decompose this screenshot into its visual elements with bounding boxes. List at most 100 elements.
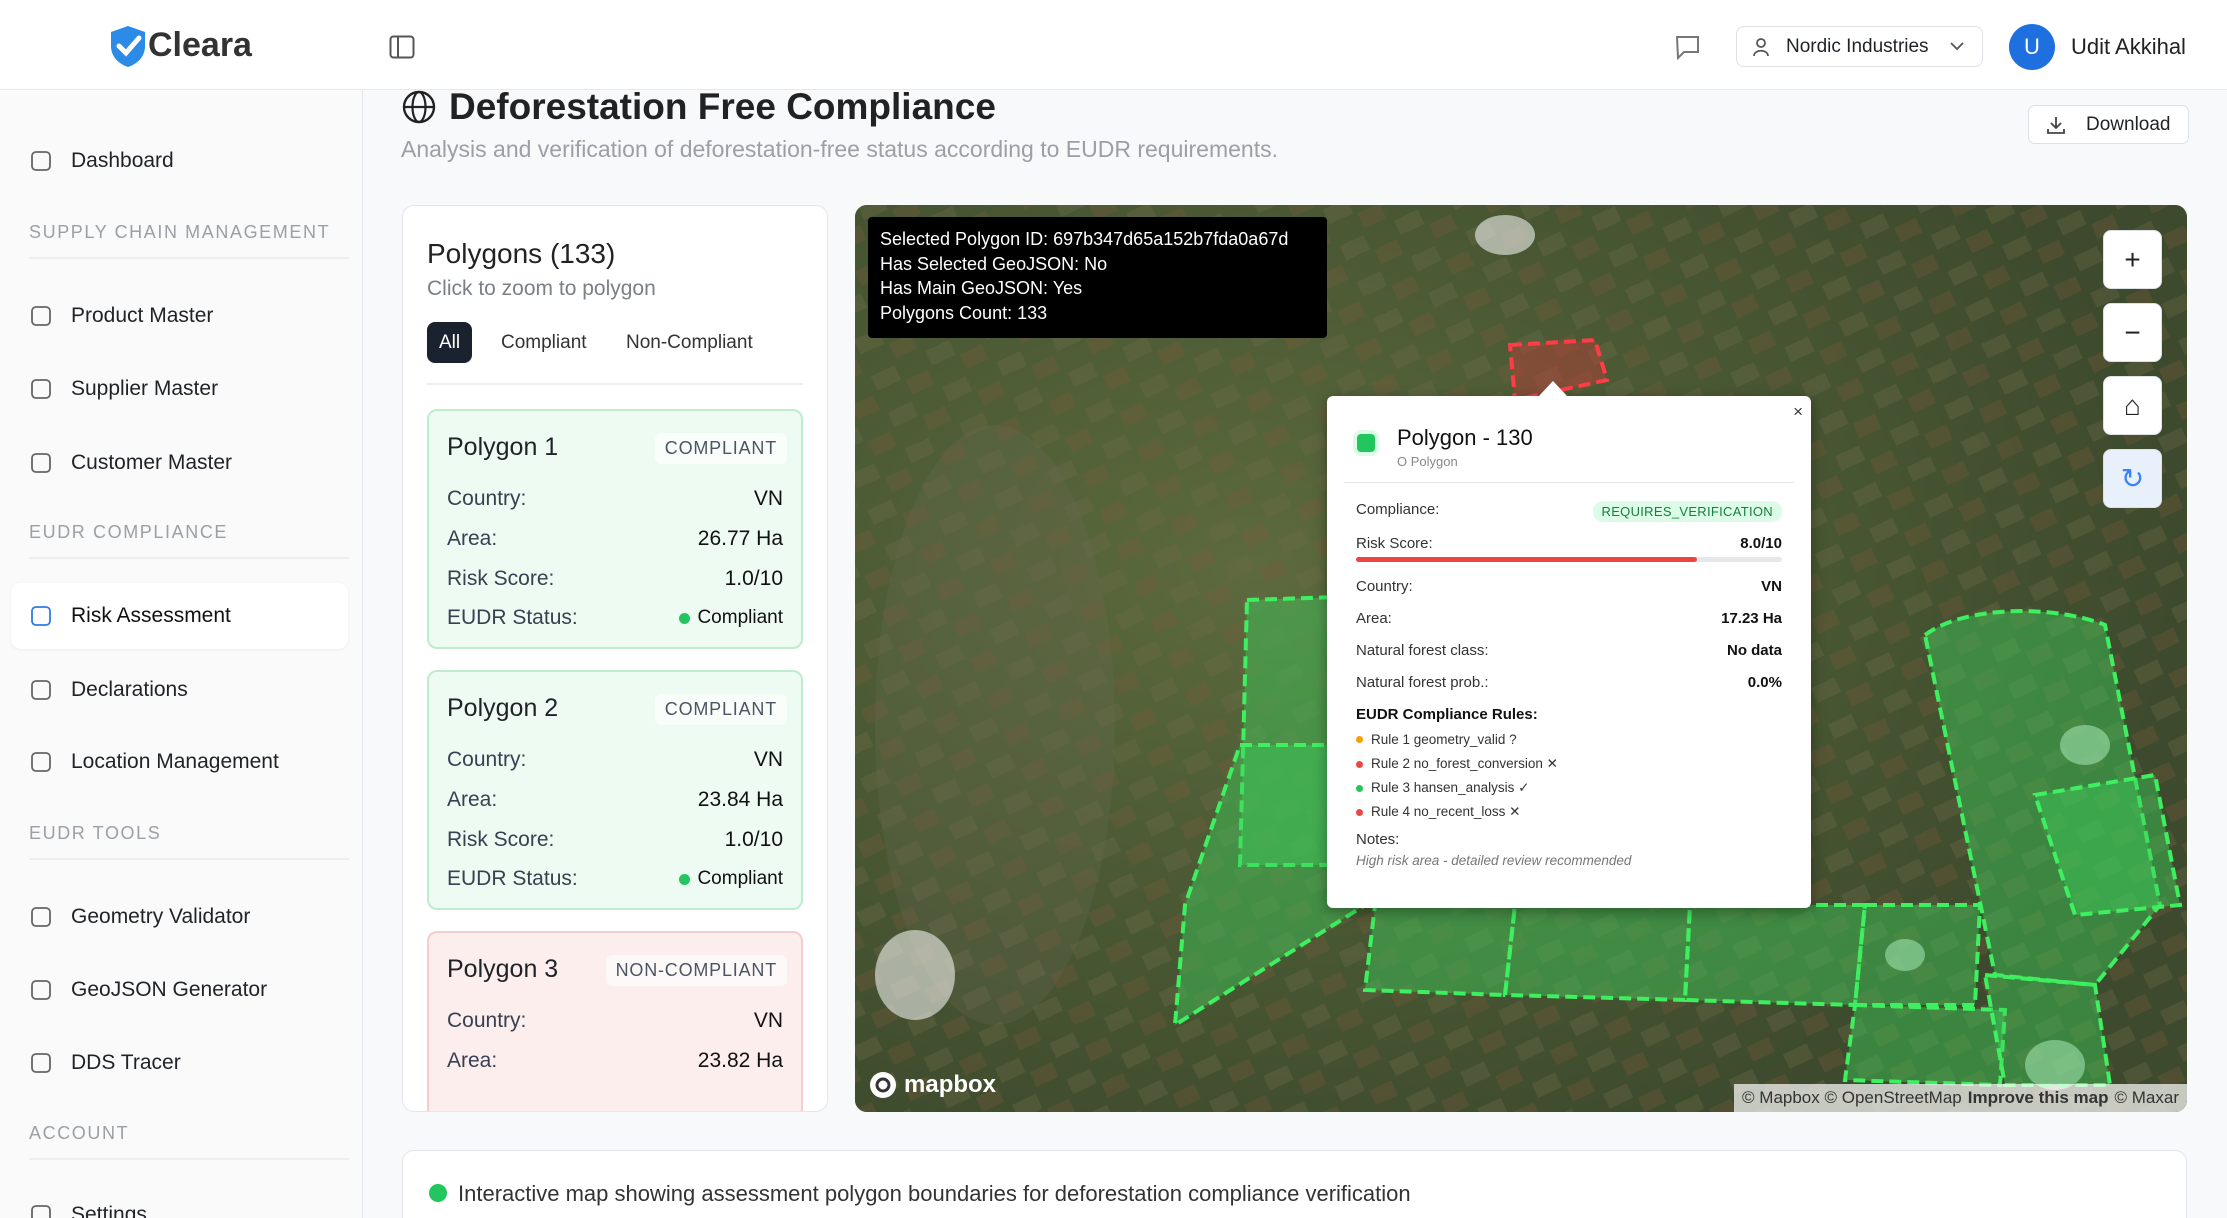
notes-text: High risk area - detailed review recomme…: [1356, 853, 1632, 868]
risk-label: Risk Score:: [1356, 535, 1433, 552]
popup-row-value: 17.23 Ha: [1721, 610, 1782, 627]
card-title: Polygon 3: [447, 955, 559, 983]
rule-dot: [1356, 736, 1363, 743]
rules-title: EUDR Compliance Rules:: [1356, 706, 1538, 723]
card-row: Area: 26.77 Ha: [447, 527, 783, 551]
attribution-part[interactable]: Improve this map: [1967, 1088, 2109, 1107]
row-value: Compliant: [679, 867, 783, 891]
nav-icon: [31, 306, 51, 326]
nav-icon: [31, 907, 51, 927]
rule: Rule 3 hansen_analysis ✓: [1356, 780, 1529, 796]
nav-item[interactable]: DDS Tracer: [11, 1030, 348, 1096]
compliance-row: Compliance: REQUIRES_VERIFICATION: [1356, 501, 1782, 522]
nav-section: SUPPLY CHAIN MANAGEMENT: [29, 222, 349, 259]
debug-box: Selected Polygon ID: 697b347d65a152b7fda…: [868, 217, 1327, 338]
download-button[interactable]: Download: [2028, 105, 2189, 144]
nav-item[interactable]: Dashboard: [11, 128, 348, 194]
compliance-label: Compliance:: [1356, 501, 1440, 518]
row-label: Area:: [447, 527, 498, 550]
nav-icon: [31, 980, 51, 1000]
card-row: Risk Score: 1.0/10: [447, 567, 783, 591]
row-text: VN: [753, 487, 783, 510]
popup-row: Natural forest prob.: 0.0%: [1356, 674, 1782, 691]
top-bar: Cleara Nordic Industries U Udit Akkihal: [0, 0, 2227, 90]
info-dot: [429, 1184, 447, 1202]
nav-item[interactable]: Product Master: [11, 283, 348, 349]
mapbox-logo: mapbox: [868, 1070, 996, 1100]
polygon-card[interactable]: Polygon 1 COMPLIANT Country: VN Area: 26.77 H…: [427, 409, 803, 649]
filter-tab[interactable]: All: [427, 322, 473, 363]
popup-row-label: Country:: [1356, 578, 1413, 595]
row-value: Compliant: [679, 606, 783, 630]
user-name: Udit Akkihal: [2071, 34, 2186, 59]
nav-icon: [31, 752, 51, 772]
card-row: Area: 23.82 Ha: [447, 1049, 783, 1073]
row-text: VN: [753, 1009, 783, 1032]
panel-hint: Click to zoom to polygon: [427, 277, 656, 300]
nav-item[interactable]: Risk Assessment: [11, 583, 348, 649]
nav-section: EUDR TOOLS: [29, 823, 349, 860]
polygon-popup: × Polygon - 130 O Polygon Compliance: RE…: [1327, 381, 1811, 908]
debug-line: Has Main GeoJSON: Yes: [880, 278, 1083, 298]
card-row: EUDR Status: Compliant: [447, 606, 783, 630]
row-value: 1.0/10: [725, 828, 783, 852]
download-label: Download: [2086, 113, 2171, 135]
nav-item[interactable]: Settings: [11, 1182, 348, 1218]
row-label: Risk Score:: [447, 567, 555, 590]
map-control[interactable]: +: [2103, 230, 2162, 289]
nav-label: Declarations: [71, 678, 188, 701]
popup-close[interactable]: ×: [1793, 402, 1803, 421]
row-label: Country:: [447, 487, 527, 510]
polygon-card[interactable]: Polygon 2 COMPLIANT Country: VN Area: 23.84 H…: [427, 670, 803, 910]
notes-title: Notes:: [1356, 831, 1400, 848]
nav-section: EUDR COMPLIANCE: [29, 522, 349, 559]
map-control[interactable]: ⌂: [2103, 376, 2162, 435]
polygons-panel: Polygons (133) Click to zoom to polygon …: [402, 205, 828, 1112]
nav-label: GeoJSON Generator: [71, 978, 268, 1001]
sidebar-toggle[interactable]: [389, 35, 415, 59]
nav-item[interactable]: Geometry Validator: [11, 884, 348, 950]
map-imagery: [855, 205, 2187, 1112]
map-control[interactable]: ↻: [2103, 449, 2162, 508]
nav-icon: [31, 151, 51, 171]
row-text: 1.0/10: [724, 567, 783, 590]
filter-tab[interactable]: Non-Compliant: [626, 331, 753, 353]
nav-item[interactable]: Supplier Master: [11, 356, 348, 422]
card-row: Risk Score: 1.0/10: [447, 828, 783, 852]
debug-line: Has Selected GeoJSON: No: [880, 253, 1108, 274]
page-subtitle: Analysis and verification of deforestati…: [401, 136, 1278, 162]
nav-label: Geometry Validator: [71, 905, 251, 928]
nav-label: Supplier Master: [71, 377, 219, 400]
status-badge: NON-COMPLIANT: [605, 955, 787, 986]
avatar[interactable]: U: [2009, 24, 2055, 70]
attribution-part: © Maxar: [2114, 1088, 2179, 1107]
popup-row-label: Natural forest prob.:: [1356, 674, 1489, 691]
rule-text: Rule 3 hansen_analysis ✓: [1371, 780, 1530, 795]
map-control[interactable]: −: [2103, 303, 2162, 362]
rule-dot: [1356, 808, 1363, 816]
risk-track: [1356, 557, 1782, 562]
nav-label: Location Management: [71, 750, 279, 773]
risk-bar: [1356, 557, 1697, 562]
org-dropdown[interactable]: Nordic Industries: [1736, 26, 1983, 67]
globe-icon: [402, 90, 436, 124]
nav-item[interactable]: GeoJSON Generator: [11, 957, 348, 1023]
polygon-card[interactable]: Polygon 3 NON-COMPLIANT Country: VN Area: 23.…: [427, 931, 803, 1111]
filter-tab[interactable]: Compliant: [501, 331, 587, 353]
nav-icon: [31, 606, 51, 626]
row-label: Risk Score:: [447, 828, 555, 851]
row-value: VN: [754, 748, 783, 772]
nav-item[interactable]: Customer Master: [11, 430, 348, 496]
download-icon: [2047, 117, 2065, 134]
popup-row: Country: VN: [1356, 578, 1782, 595]
popup-row-value: VN: [1761, 578, 1782, 595]
card-row: EUDR Status: Compliant: [447, 867, 783, 891]
nav-item[interactable]: Location Management: [11, 729, 348, 795]
map[interactable]: Selected Polygon ID: 697b347d65a152b7fda…: [855, 205, 2187, 1112]
nav-item[interactable]: Declarations: [11, 657, 348, 723]
card-title: Polygon 2: [447, 694, 559, 722]
popup-subtitle: O Polygon: [1397, 454, 1458, 469]
feedback-icon[interactable]: [1674, 34, 1702, 62]
